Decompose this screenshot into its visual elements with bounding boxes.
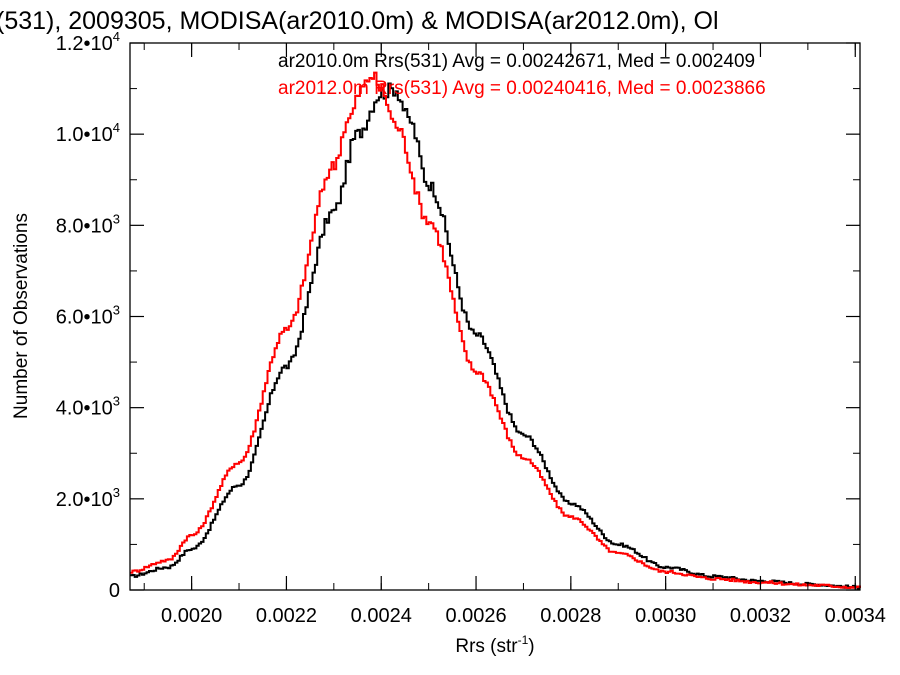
y-tick-mantissa: 1.2•10 — [56, 33, 113, 55]
y-tick-mantissa: 2.0•10 — [56, 489, 113, 511]
y-tick-label: 0 — [109, 580, 120, 602]
y-tick-mantissa: 6.0•10 — [56, 307, 113, 329]
y-tick-mantissa: 1.0•10 — [56, 124, 113, 146]
x-tick-label: 0.0028 — [540, 605, 601, 627]
y-tick-label: 2.0•103 — [56, 485, 120, 511]
series-line-ar2012.0m — [130, 71, 861, 589]
y-tick-exponent: 3 — [113, 394, 120, 409]
x-axis-label-main: Rrs (str — [455, 636, 518, 657]
y-tick-exponent: 3 — [113, 485, 120, 500]
y-tick-exponent: 4 — [113, 120, 120, 135]
legend-entry-ar2012: ar2012.0m Rrs(531) Avg = 0.00240416, Med… — [278, 78, 766, 99]
x-axis-label-end: ) — [528, 636, 534, 657]
y-tick-label: 6.0•103 — [56, 303, 120, 329]
x-axis-label-superscript: -1 — [518, 633, 529, 647]
y-tick-mantissa: 8.0•10 — [56, 215, 113, 237]
y-tick-label: 1.0•104 — [56, 120, 120, 146]
plot-frame — [129, 42, 861, 591]
legend-entry-ar2010: ar2010.0m Rrs(531) Avg = 0.00242671, Med… — [278, 51, 755, 72]
x-axis-ticks: 0.0020 0.0022 0.0024 0.0026 0.0028 0.0030 0.00… — [143, 43, 886, 627]
y-tick-exponent: 3 — [113, 303, 120, 318]
x-tick-label: 0.0022 — [256, 605, 317, 627]
series-layer — [130, 71, 861, 590]
y-tick-mantissa: 4.0•10 — [56, 398, 113, 420]
y-tick-exponent: 3 — [113, 211, 120, 226]
x-tick-label: 0.0020 — [161, 605, 222, 627]
x-tick-label: 0.0026 — [445, 605, 506, 627]
y-tick-exponent: 4 — [113, 29, 120, 44]
x-tick-label: 0.0024 — [351, 605, 412, 627]
chart-title: (531), 2009305, MODISA(ar2010.0m) & MODI… — [0, 7, 719, 35]
series-line-ar2010.0m — [130, 82, 860, 590]
y-tick-label: 8.0•103 — [56, 211, 120, 237]
x-tick-label: 0.0034 — [825, 605, 886, 627]
x-tick-label: 0.0030 — [635, 605, 696, 627]
x-axis-label: Rrs (str-1) — [455, 633, 534, 657]
y-tick-mantissa: 0 — [109, 580, 120, 602]
y-tick-label: 1.2•104 — [56, 29, 120, 55]
y-tick-label: 4.0•103 — [56, 394, 120, 420]
x-tick-label: 0.0032 — [730, 605, 791, 627]
y-axis-ticks: 02.0•1034.0•1036.0•1038.0•1031.0•1041.2•… — [56, 29, 860, 602]
y-axis-label: Number of Observations — [11, 213, 32, 419]
